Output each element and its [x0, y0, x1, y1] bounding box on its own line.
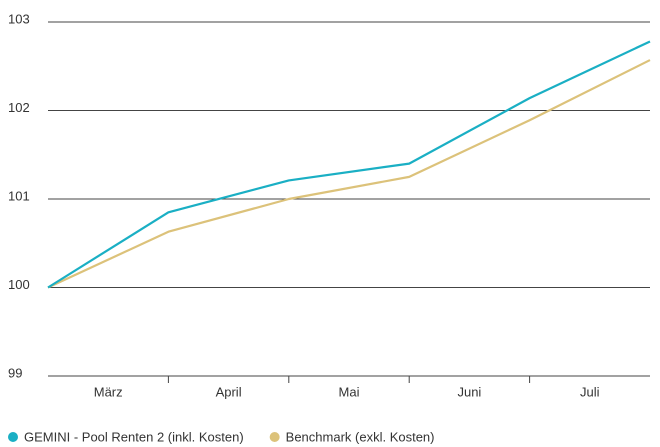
x-tick-label: Mai [339, 384, 360, 399]
series-line [47, 40, 651, 289]
x-tick-label: März [94, 384, 123, 399]
y-tick-label: 103 [8, 11, 30, 26]
y-tick-label: 101 [8, 188, 30, 203]
x-tick-label: Juni [457, 384, 481, 399]
y-tick-label: 99 [8, 365, 22, 380]
legend-marker [269, 432, 280, 442]
legend-marker [8, 432, 18, 442]
x-tick-label: April [216, 384, 242, 399]
x-tick-label: Juli [580, 384, 600, 399]
series-line [47, 59, 651, 289]
y-tick-label: 100 [8, 277, 30, 292]
y-tick-label: 102 [8, 100, 30, 115]
legend-label: GEMINI - Pool Renten 2 (inkl. Kosten) [24, 429, 244, 444]
legend-label: Benchmark (exkl. Kosten) [286, 429, 435, 444]
